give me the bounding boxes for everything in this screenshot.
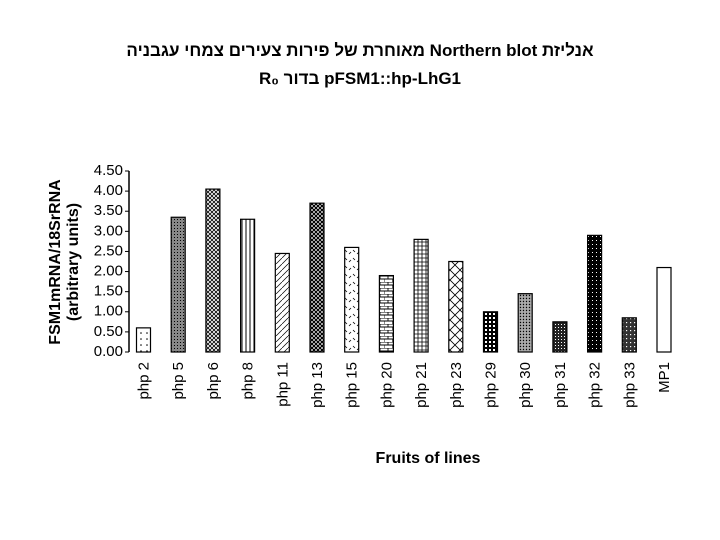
bar (240, 218, 256, 353)
y-tick-label: 1.00 (94, 303, 123, 320)
bar (621, 317, 637, 353)
bar (552, 321, 568, 353)
bar (344, 246, 360, 353)
bar (378, 274, 394, 353)
x-tick-label: php 2 (135, 362, 152, 400)
x-tick-label: php 23 (448, 362, 465, 408)
x-tick-label: php 11 (274, 362, 291, 407)
bar (482, 311, 499, 353)
bar (413, 238, 429, 353)
x-tick-label: php 8 (240, 362, 257, 400)
bar (135, 327, 152, 353)
bar (274, 252, 290, 353)
x-axis-label: Fruits of lines (376, 450, 481, 467)
bar (448, 260, 464, 353)
x-tick-label: php 15 (344, 362, 361, 408)
y-tick-label: 0.50 (94, 323, 123, 340)
y-tick-label: 1.50 (94, 283, 123, 300)
y-tick-label: 0.00 (94, 343, 123, 360)
y-axis-label: FSM1mRNA/18SrRNA (47, 179, 64, 345)
bar (586, 234, 603, 353)
y-tick-label: 4.50 (94, 162, 123, 179)
y-tick-label: 3.50 (94, 202, 123, 219)
x-tick-label: php 31 (552, 362, 569, 408)
y-tick-label: 2.50 (94, 242, 123, 259)
x-tick-label: MP1 (656, 362, 673, 393)
x-tick-label: php 33 (621, 362, 638, 408)
y-axis-label: (arbitrary units) (65, 203, 82, 321)
bar (309, 202, 325, 353)
y-tick-label: 4.00 (94, 182, 123, 199)
bar (170, 216, 186, 353)
bar (205, 188, 221, 353)
chart-subtitle: pFSM1::hp-LhG1 בדור R₀ (259, 69, 461, 88)
x-tick-label: php 20 (378, 362, 395, 408)
bar (656, 266, 672, 353)
x-tick-label: php 5 (170, 362, 187, 400)
y-tick-label: 2.00 (94, 263, 123, 280)
y-tick-label: 3.00 (94, 222, 123, 239)
x-tick-label: php 13 (309, 362, 326, 408)
chart-title: אנליזת Northern blot מאוחרת של פירות צעי… (126, 41, 594, 60)
x-tick-label: php 6 (205, 362, 222, 400)
x-tick-label: php 32 (587, 362, 604, 408)
x-tick-label: php 29 (482, 362, 499, 408)
x-tick-label: php 21 (413, 362, 430, 408)
x-tick-label: php 30 (517, 362, 534, 408)
bar (517, 293, 533, 353)
